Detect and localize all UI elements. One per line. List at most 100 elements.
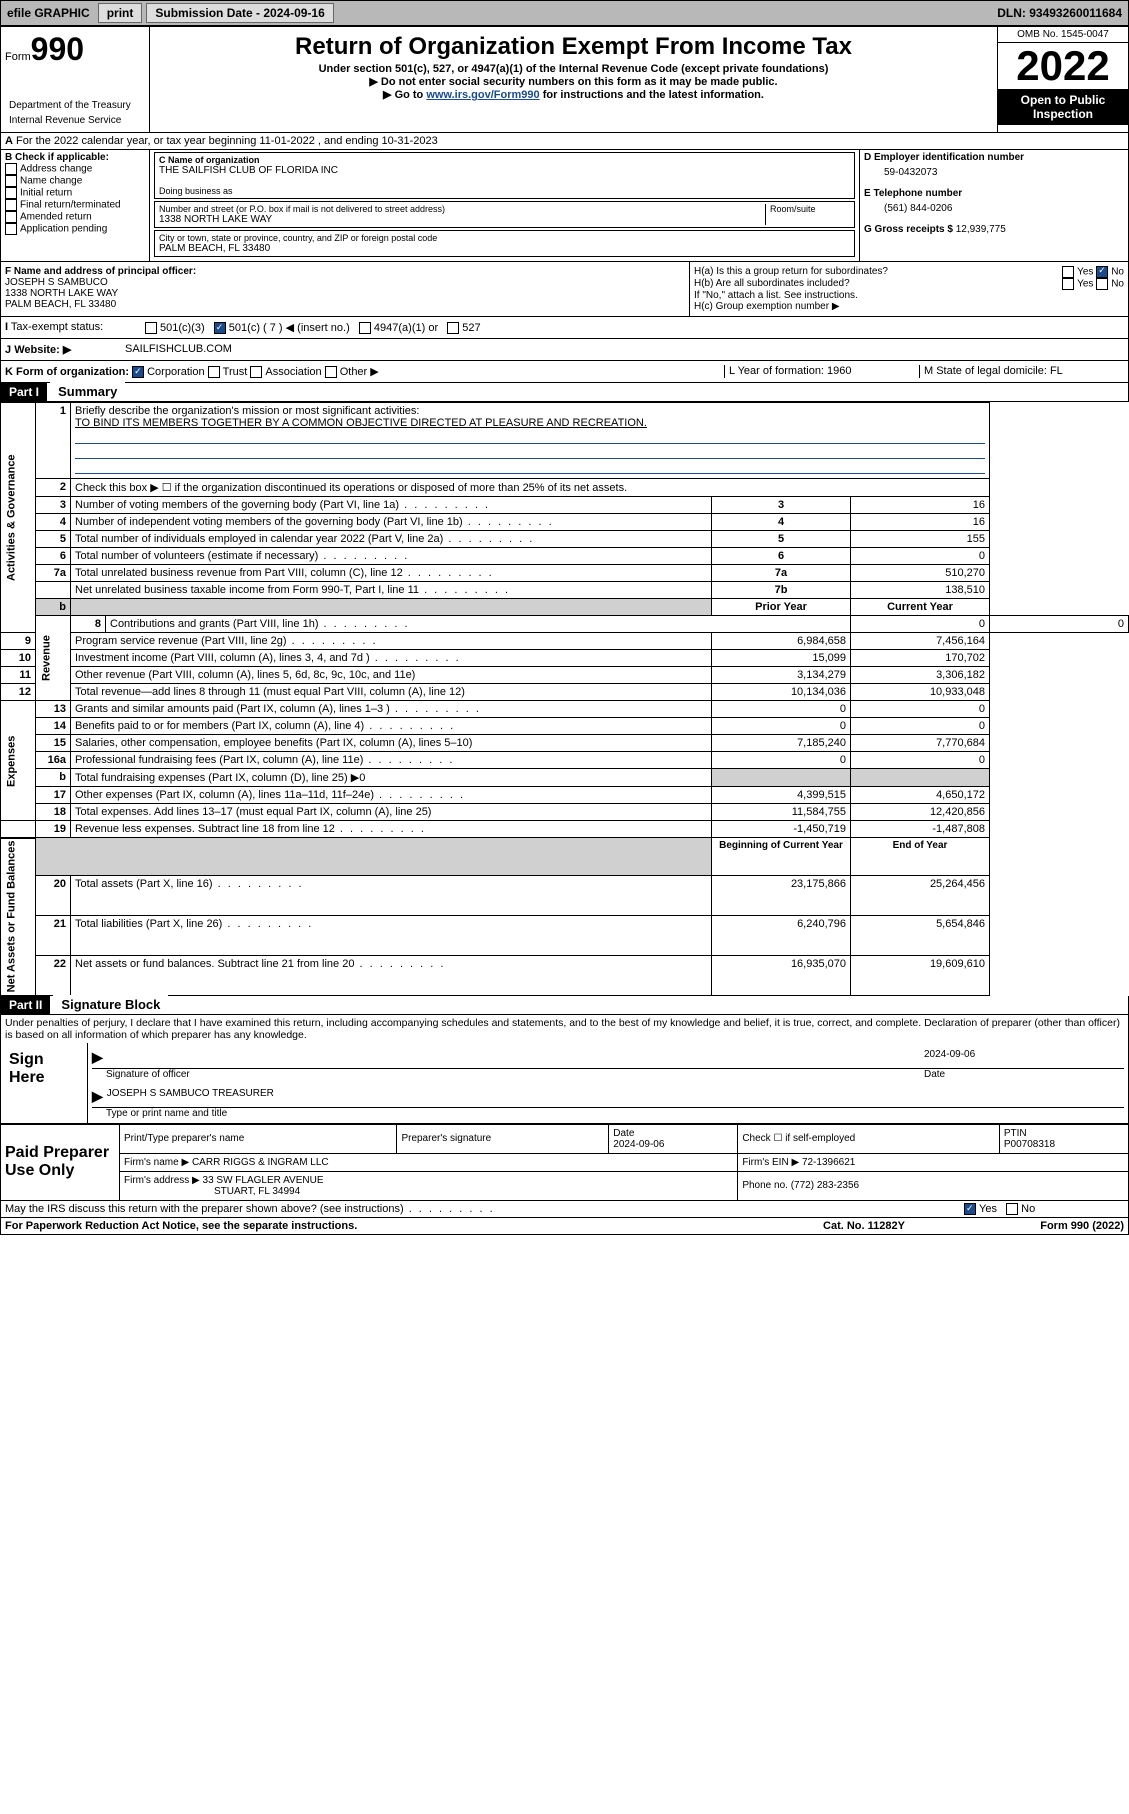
chk-501c3[interactable]: [145, 322, 157, 334]
c-label: C Name of organization: [159, 155, 850, 165]
r7a-v: 510,270: [851, 565, 990, 582]
prep-date-label: Date: [613, 1128, 634, 1139]
website-label: Website: ▶: [14, 344, 71, 356]
form-header: Form990 Department of the Treasury Inter…: [0, 26, 1129, 133]
chk-corp[interactable]: [132, 366, 144, 378]
irs-link[interactable]: www.irs.gov/Form990: [426, 89, 539, 101]
chk-501c[interactable]: [214, 322, 226, 334]
ha-label: H(a) Is this a group return for subordin…: [694, 266, 888, 278]
chk-ha-no[interactable]: [1096, 266, 1108, 278]
chk-527[interactable]: [447, 322, 459, 334]
mission-line: [75, 446, 985, 459]
firm-addr2-val: STUART, FL 34994: [124, 1186, 300, 1197]
opt-501c: 501(c) ( 7 ) ◀ (insert no.): [229, 322, 350, 334]
column-d: D Employer identification number 59-0432…: [859, 150, 1128, 261]
r18-p: 11,584,755: [712, 804, 851, 821]
row-i-status: I Tax-exempt status: 501(c)(3) 501(c) ( …: [0, 317, 1129, 339]
chk-pending[interactable]: [5, 223, 17, 235]
gross-value: 12,939,775: [956, 224, 1006, 235]
r14-p: 0: [712, 718, 851, 735]
section-bcd: B Check if applicable: Address change Na…: [0, 150, 1129, 262]
chk-assoc[interactable]: [250, 366, 262, 378]
r5-v: 155: [851, 531, 990, 548]
chk-initial[interactable]: [5, 187, 17, 199]
hb-yes: Yes: [1077, 279, 1093, 290]
row-a-text: For the 2022 calendar year, or tax year …: [16, 135, 438, 147]
firm-ein-val: 72-1396621: [802, 1157, 855, 1168]
col-end: End of Year: [851, 838, 990, 876]
chk-amended[interactable]: [5, 211, 17, 223]
column-b: B Check if applicable: Address change Na…: [1, 150, 150, 261]
r22-n: 22: [36, 955, 71, 995]
row-klm: K Form of organization: Corporation Trus…: [0, 361, 1129, 383]
chk-discuss-yes[interactable]: [964, 1203, 976, 1215]
r16b-t: Total fundraising expenses (Part IX, col…: [75, 772, 365, 784]
opt-other: Other ▶: [340, 366, 379, 378]
chk-hb-no[interactable]: [1096, 278, 1108, 290]
dept-treasury: Department of the Treasury: [5, 98, 145, 113]
sub3-post: for instructions and the latest informat…: [540, 89, 764, 101]
sig-date-label: Date: [924, 1069, 1124, 1080]
r14-n: 14: [36, 718, 71, 735]
chk-name[interactable]: [5, 175, 17, 187]
irs-label: Internal Revenue Service: [5, 113, 145, 128]
chk-ha-yes[interactable]: [1062, 266, 1074, 278]
r13-t: Grants and similar amounts paid (Part IX…: [75, 703, 481, 715]
r5-box: 5: [712, 531, 851, 548]
r4-box: 4: [712, 514, 851, 531]
title-column: Return of Organization Exempt From Incom…: [150, 27, 997, 132]
prep-sig-label: Preparer's signature: [397, 1124, 609, 1153]
r6-t: Total number of volunteers (estimate if …: [75, 550, 409, 562]
efile-label: efile GRAPHIC: [1, 4, 96, 22]
r17-n: 17: [36, 787, 71, 804]
summary-table: Activities & Governance 1 Briefly descri…: [0, 402, 1129, 995]
r7b-v: 138,510: [851, 582, 990, 599]
b-label: B Check if applicable:: [5, 152, 145, 163]
r3-t: Number of voting members of the governin…: [75, 499, 490, 511]
r12-c: 10,933,048: [851, 684, 990, 701]
r4-v: 16: [851, 514, 990, 531]
sub3-pre: ▶ Go to: [383, 89, 426, 101]
firm-name-label: Firm's name ▶: [124, 1157, 189, 1168]
r14-c: 0: [851, 718, 990, 735]
hb-label: H(b) Are all subordinates included?: [694, 278, 850, 290]
part-ii-header: Part II Signature Block: [0, 996, 1129, 1015]
chk-hb-yes[interactable]: [1062, 278, 1074, 290]
col-current: Current Year: [851, 599, 990, 616]
r11-p: 3,134,279: [712, 667, 851, 684]
chk-address[interactable]: [5, 163, 17, 175]
r16a-n: 16a: [36, 752, 71, 769]
h-column: H(a) Is this a group return for subordin…: [690, 262, 1128, 316]
print-button[interactable]: print: [98, 3, 143, 23]
chk-other[interactable]: [325, 366, 337, 378]
street-value: 1338 NORTH LAKE WAY: [159, 214, 765, 225]
row-a-tax-year: A For the 2022 calendar year, or tax yea…: [0, 133, 1129, 150]
chk-discuss-no[interactable]: [1006, 1203, 1018, 1215]
opt-501c3: 501(c)(3): [160, 322, 205, 334]
chk-trust[interactable]: [208, 366, 220, 378]
prep-date-val: 2024-09-06: [613, 1139, 664, 1150]
r19-p: -1,450,719: [712, 821, 851, 838]
hb-note: If "No," attach a list. See instructions…: [694, 290, 1124, 301]
col-prior: Prior Year: [712, 599, 851, 616]
paid-preparer-table: Paid Preparer Use Only Print/Type prepar…: [0, 1124, 1129, 1201]
discuss-no: No: [1021, 1203, 1035, 1215]
chk-final[interactable]: [5, 199, 17, 211]
firm-phone-label: Phone no.: [742, 1180, 788, 1191]
firm-name-val: CARR RIGGS & INGRAM LLC: [192, 1157, 329, 1168]
opt-527: 527: [462, 322, 480, 334]
r21-n: 21: [36, 915, 71, 955]
city-value: PALM BEACH, FL 33480: [159, 243, 850, 254]
paid-preparer-label: Paid Preparer Use Only: [1, 1124, 120, 1200]
opt-address: Address change: [20, 164, 92, 175]
officer-addr1: 1338 NORTH LAKE WAY: [5, 288, 685, 299]
r20-p: 23,175,866: [712, 875, 851, 915]
r10-c: 170,702: [851, 650, 990, 667]
r20-c: 25,264,456: [851, 875, 990, 915]
r22-t: Net assets or fund balances. Subtract li…: [75, 958, 445, 970]
r7b-t: Net unrelated business taxable income fr…: [75, 584, 510, 596]
part-ii-label: Part II: [1, 996, 50, 1014]
chk-4947[interactable]: [359, 322, 371, 334]
opt-amended: Amended return: [20, 212, 92, 223]
r12-n: 12: [1, 684, 36, 701]
